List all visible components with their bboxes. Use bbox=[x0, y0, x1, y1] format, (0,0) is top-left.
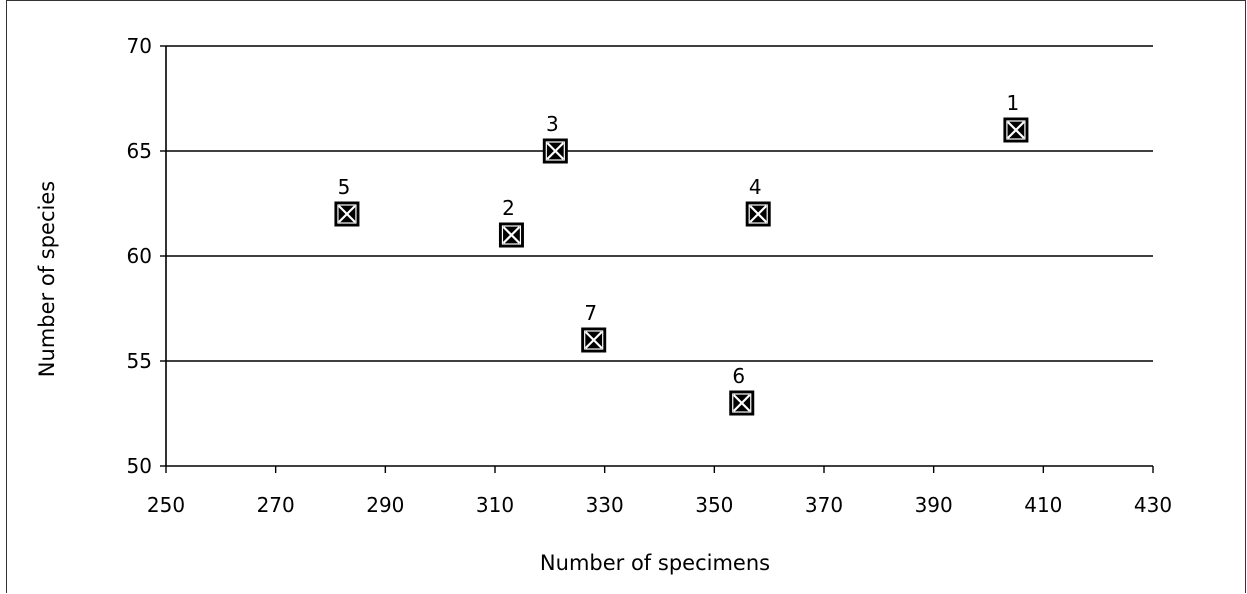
y-tick-label-60: 60 bbox=[127, 244, 152, 268]
data-label-6: 6 bbox=[732, 364, 745, 388]
data-point-3: 3 bbox=[542, 112, 568, 164]
x-tick-label-410: 410 bbox=[1024, 493, 1062, 517]
data-points: 1 2 3 4 5 6 7 bbox=[334, 91, 1029, 416]
y-axis-label: Number of species bbox=[35, 181, 59, 377]
y-tick-label-65: 65 bbox=[127, 139, 152, 163]
data-point-5: 5 bbox=[334, 175, 360, 227]
marker-cross-b bbox=[749, 205, 767, 223]
data-label-4: 4 bbox=[749, 175, 762, 199]
x-axis-label: Number of specimens bbox=[540, 551, 770, 575]
marker-inner-box bbox=[732, 393, 752, 413]
y-tick-label-55: 55 bbox=[127, 349, 152, 373]
x-tick-label-250: 250 bbox=[147, 493, 185, 517]
data-label-2: 2 bbox=[502, 196, 515, 220]
data-label-7: 7 bbox=[584, 301, 597, 325]
y-tick-label-50: 50 bbox=[127, 454, 152, 478]
data-point-2: 2 bbox=[498, 196, 524, 248]
y-tick-label-70: 70 bbox=[127, 34, 152, 58]
x-tick-label-350: 350 bbox=[695, 493, 733, 517]
x-tick-label-290: 290 bbox=[366, 493, 404, 517]
x-tick-label-370: 370 bbox=[805, 493, 843, 517]
marker-inner-box bbox=[584, 330, 604, 350]
data-label-5: 5 bbox=[338, 175, 351, 199]
x-tick-label-270: 270 bbox=[257, 493, 295, 517]
grid-lines bbox=[166, 45, 1153, 362]
chart-frame bbox=[6, 0, 1246, 593]
x-tick-label-390: 390 bbox=[915, 493, 953, 517]
marker-cross-b bbox=[338, 205, 356, 223]
x-tick-label-310: 310 bbox=[476, 493, 514, 517]
x-tick-label-430: 430 bbox=[1134, 493, 1172, 517]
data-point-6: 6 bbox=[729, 364, 755, 416]
marker-inner-box bbox=[501, 225, 522, 245]
marker-cross-b bbox=[502, 226, 521, 244]
marker-cross-b bbox=[1007, 121, 1025, 139]
marker-inner-box bbox=[1006, 120, 1026, 140]
marker-cross-b bbox=[546, 142, 565, 160]
data-point-4: 4 bbox=[745, 175, 771, 227]
marker-inner-box bbox=[748, 204, 768, 224]
x-tick-label-330: 330 bbox=[586, 493, 624, 517]
data-point-7: 7 bbox=[581, 301, 607, 353]
data-label-3: 3 bbox=[546, 112, 559, 136]
marker-cross-b bbox=[584, 331, 603, 349]
marker-inner-box bbox=[337, 204, 357, 224]
marker-inner-box bbox=[545, 141, 565, 161]
data-point-1: 1 bbox=[1003, 91, 1029, 143]
marker-cross-b bbox=[732, 394, 751, 412]
data-label-1: 1 bbox=[1007, 91, 1020, 115]
